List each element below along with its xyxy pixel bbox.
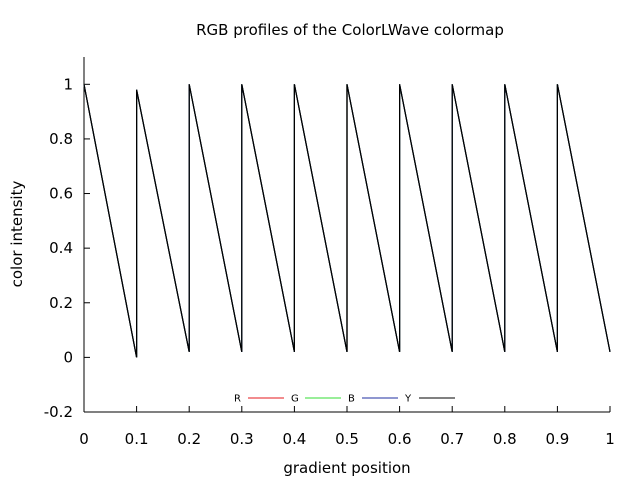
- legend-label-y: Y: [404, 394, 412, 405]
- x-tick-label: 0.5: [335, 430, 359, 448]
- y-tick-label: 0.4: [49, 239, 73, 257]
- y-axis-label: color intensity: [8, 181, 26, 288]
- legend-label-r: R: [234, 394, 241, 405]
- series-line-y: [83, 84, 611, 358]
- x-tick-label: 0.8: [493, 430, 517, 448]
- y-axis-ticks: -0.2 0 0.2 0.4 0.6 0.8 1: [44, 75, 90, 421]
- series-lines: [83, 84, 611, 358]
- y-tick-label: 0.6: [49, 185, 73, 203]
- y-tick-label: 0.2: [49, 294, 73, 312]
- x-tick-label: 0.3: [230, 430, 254, 448]
- chart-title: RGB profiles of the ColorLWave colormap: [196, 21, 504, 39]
- x-tick-label: 0.1: [125, 430, 149, 448]
- x-tick-label: 1: [605, 430, 615, 448]
- x-axis-label: gradient position: [283, 459, 410, 477]
- x-tick-label: 0.7: [440, 430, 464, 448]
- x-tick-label: 0.6: [388, 430, 412, 448]
- y-tick-label: 0.8: [49, 130, 73, 148]
- y-tick-label: 1: [63, 75, 73, 93]
- y-tick-label: 0: [63, 348, 73, 366]
- x-axis-ticks: 0 0.1 0.2 0.3 0.4 0.5 0.6 0.7 0.8 0.9 1: [79, 406, 615, 448]
- legend-label-g: G: [291, 394, 299, 405]
- legend-label-b: B: [348, 394, 355, 405]
- x-tick-label: 0.9: [545, 430, 569, 448]
- x-tick-label: 0: [79, 430, 89, 448]
- x-tick-label: 0.4: [282, 430, 306, 448]
- x-tick-label: 0.2: [177, 430, 201, 448]
- y-tick-label: -0.2: [44, 403, 73, 421]
